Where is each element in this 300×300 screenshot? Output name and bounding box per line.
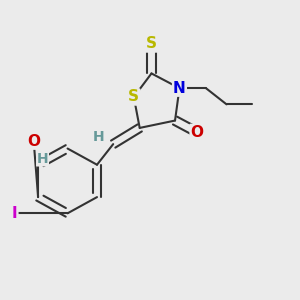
Text: H: H — [37, 152, 48, 166]
Text: S: S — [146, 37, 157, 52]
Text: O: O — [27, 134, 40, 149]
Text: H: H — [93, 130, 104, 144]
Text: S: S — [128, 89, 139, 104]
Text: O: O — [190, 125, 204, 140]
Text: I: I — [12, 206, 17, 221]
Text: N: N — [173, 81, 186, 96]
